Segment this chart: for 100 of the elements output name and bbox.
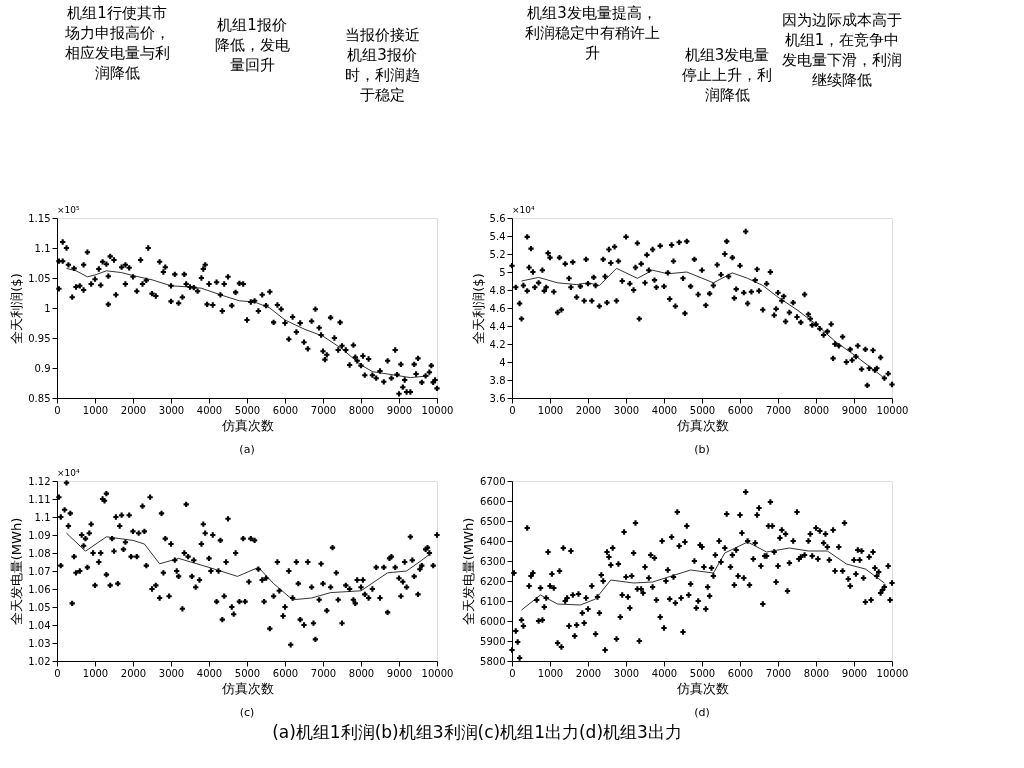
x-tick-label: 1000 (82, 667, 109, 679)
x-tick-label: 2000 (575, 667, 602, 679)
y-tick-label: 1.11 (28, 493, 51, 505)
text: (c) (239, 706, 255, 719)
text: ×10⁴ (512, 205, 535, 215)
x-axis-title: 仿真次数 (220, 417, 274, 433)
y-tick-label: 5.2 (489, 248, 506, 260)
x-tick-label: 7000 (765, 404, 792, 416)
y-tick-label: 1.08 (28, 547, 51, 559)
x-tick-label: 3000 (158, 667, 185, 679)
y-axis-title: 全天利润($) (470, 273, 486, 344)
y-tick-label: 1.05 (28, 601, 51, 613)
x-tick-label: 9000 (841, 667, 868, 679)
x-tick-label: 4000 (651, 667, 678, 679)
x-tick-label: 10000 (421, 404, 454, 416)
y-tick-label: 5900 (480, 635, 506, 647)
y-tick-label: 5 (499, 266, 506, 278)
x-tick-label: 9000 (386, 667, 413, 679)
x-tick-label: 2000 (120, 667, 147, 679)
y-tick-label: 3.6 (489, 392, 506, 404)
x-tick-label: 5000 (234, 667, 261, 679)
x-tick-label: 2000 (575, 404, 602, 416)
y-tick-label: 1.15 (28, 212, 51, 224)
x-tick-label: 10000 (421, 667, 454, 679)
x-tick-label: 8000 (803, 404, 830, 416)
x-tick-label: 9000 (841, 404, 868, 416)
y-tick-label: 6400 (480, 535, 506, 547)
x-tick-label: 0 (509, 404, 516, 416)
text: ×10⁵ (57, 205, 80, 215)
y-tick-label: 1.12 (28, 475, 51, 487)
text: ×10⁴ (57, 468, 80, 478)
text: (d) (694, 706, 710, 719)
y-tick-label: 4.6 (489, 302, 506, 314)
y-tick-label: 6100 (480, 595, 506, 607)
y-tick-label: 0.95 (28, 332, 51, 344)
x-tick-label: 1000 (537, 404, 564, 416)
x-tick-label: 1000 (82, 404, 109, 416)
x-tick-label: 0 (509, 667, 516, 679)
y-axis-title: 全天利润($) (9, 273, 25, 344)
x-tick-label: 5000 (689, 404, 716, 416)
y-axis-title: 全天发电量(MWh) (9, 517, 25, 626)
x-tick-label: 3000 (613, 404, 640, 416)
text: (a) (239, 443, 255, 456)
y-tick-label: 6200 (480, 575, 506, 587)
x-axis-title: 仿真次数 (675, 680, 729, 696)
y-tick-label: 4.2 (489, 338, 506, 350)
y-tick-label: 5.6 (489, 212, 506, 224)
x-tick-label: 10000 (876, 667, 909, 679)
y-tick-label: 1.07 (28, 565, 51, 577)
y-tick-label: 6500 (480, 515, 506, 527)
line-series (66, 532, 432, 601)
y-tick-label: 0.85 (28, 392, 51, 404)
text: 因为边际成本高于机组1，在竞争中发电量下滑，利润继续降低 (782, 11, 902, 89)
y-tick-label: 5.4 (489, 230, 506, 242)
x-tick-label: 7000 (765, 667, 792, 679)
y-tick-label: 4 (499, 356, 506, 368)
x-tick-label: 1000 (537, 667, 564, 679)
x-axis-title: 仿真次数 (675, 417, 729, 433)
text: 机组1行使其市场力申报高价，相应发电量与利润降低 (63, 4, 170, 82)
y-axis-title: 全天发电量(MWh) (461, 517, 477, 626)
x-tick-label: 6000 (727, 404, 754, 416)
y-tick-label: 1 (44, 302, 51, 314)
x-tick-label: 8000 (803, 667, 830, 679)
x-tick-label: 5000 (234, 404, 261, 416)
x-tick-label: 4000 (651, 404, 678, 416)
x-tick-label: 6000 (272, 404, 299, 416)
x-tick-label: 6000 (272, 667, 299, 679)
x-tick-label: 3000 (158, 404, 185, 416)
text: 机组3发电量停止上升，利润降低 (682, 46, 772, 104)
x-tick-label: 4000 (196, 667, 223, 679)
y-tick-label: 1.1 (34, 242, 51, 254)
x-axis-title: 仿真次数 (220, 680, 274, 696)
x-tick-label: 4000 (196, 404, 223, 416)
y-tick-label: 1.03 (28, 637, 51, 649)
text: 机组1报价降低，发电量回升 (214, 16, 290, 74)
y-tick-label: 1.1 (34, 511, 51, 523)
x-tick-label: 7000 (310, 667, 337, 679)
x-tick-label: 7000 (310, 404, 337, 416)
y-tick-label: 6700 (480, 475, 506, 487)
y-tick-label: 3.8 (489, 374, 506, 386)
y-tick-label: 1.06 (28, 583, 51, 595)
text: 当报价接近机组3报价时，利润趋于稳定 (344, 26, 420, 104)
x-tick-label: 8000 (348, 404, 375, 416)
x-tick-label: 8000 (348, 667, 375, 679)
y-tick-label: 4.4 (489, 320, 506, 332)
y-tick-label: 1.04 (28, 619, 51, 631)
y-tick-label: 1.05 (28, 272, 51, 284)
y-tick-label: 6600 (480, 495, 506, 507)
x-tick-label: 3000 (613, 667, 640, 679)
x-tick-label: 6000 (727, 667, 754, 679)
y-tick-label: 0.9 (34, 362, 51, 374)
y-tick-label: 5800 (480, 655, 506, 667)
x-tick-label: 0 (54, 667, 61, 679)
text: (a)机组1利润(b)机组3利润(c)机组1出力(d)机组3出力 (272, 722, 682, 742)
y-tick-label: 1.09 (28, 529, 51, 541)
x-tick-label: 10000 (876, 404, 909, 416)
x-tick-label: 9000 (386, 404, 413, 416)
y-tick-label: 4.8 (489, 284, 506, 296)
y-tick-label: 6300 (480, 555, 506, 567)
x-tick-label: 5000 (689, 667, 716, 679)
